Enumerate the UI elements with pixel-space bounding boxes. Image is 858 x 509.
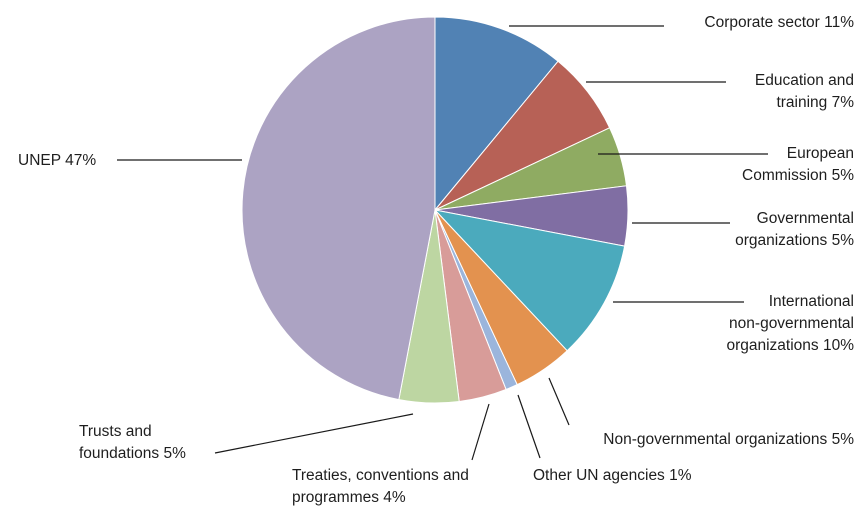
slice-label-6: Other UN agencies 1%: [533, 465, 773, 487]
slice-label-line: UNEP 47%: [18, 152, 97, 169]
pie-slice-0: [434, 16, 559, 212]
slice-label-line: Treaties, conventions and: [292, 467, 469, 484]
slice-label-line: non-governmental: [729, 315, 854, 332]
slice-label-line: organizations 5%: [735, 232, 854, 249]
leader-line-5: [548, 377, 570, 426]
leader-line-6: [517, 394, 541, 459]
slice-label-4: International non-governmental organizatio…: [640, 291, 854, 357]
slice-label-line: European: [786, 145, 854, 162]
slice-label-line: Governmental: [756, 210, 854, 227]
slice-label-5: Non-governmental organizations 5%: [520, 429, 854, 451]
slice-label-0: Corporate sector 11%: [640, 12, 854, 34]
slice-label-7: Treaties, conventions and programmes 4%: [292, 465, 532, 509]
slice-label-line: Education and: [754, 72, 854, 89]
leader-line-7: [471, 403, 490, 461]
slice-label-line: Non-governmental organizations 5%: [603, 431, 854, 448]
pie-slice-9: [241, 16, 436, 401]
slice-label-line: Corporate sector 11%: [704, 14, 854, 31]
slice-label-line: Commission 5%: [742, 167, 854, 184]
slice-label-1: Education and training 7%: [640, 70, 854, 114]
slice-label-line: training 7%: [776, 94, 854, 111]
slice-label-line: programmes 4%: [292, 489, 406, 506]
slice-label-line: foundations 5%: [79, 445, 186, 462]
slice-label-8: Trusts and foundations 5%: [79, 421, 259, 465]
slice-label-line: Trusts and: [79, 423, 152, 440]
pie-slice-4: [433, 209, 626, 352]
slice-label-line: organizations 10%: [726, 337, 854, 354]
slice-label-3: Governmental organizations 5%: [640, 208, 854, 252]
slice-label-2: European Commission 5%: [640, 143, 854, 187]
leader-line-8: [214, 413, 414, 454]
slice-label-line: Other UN agencies 1%: [533, 467, 692, 484]
slice-label-line: International: [768, 293, 854, 310]
slice-label-9: UNEP 47%: [18, 150, 138, 172]
